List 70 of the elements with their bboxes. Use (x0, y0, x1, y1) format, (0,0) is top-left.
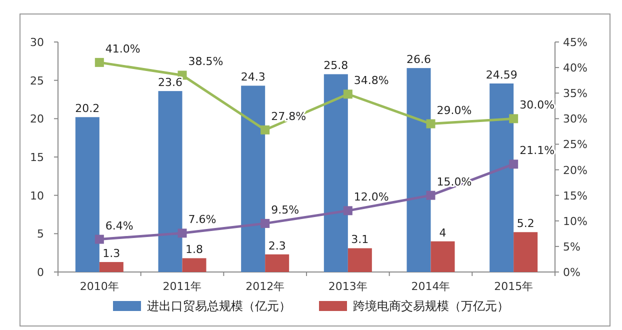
y2-tick-label: 15% (563, 189, 588, 202)
bar (182, 258, 206, 272)
bar (430, 241, 455, 272)
bar (75, 117, 100, 272)
point (343, 206, 352, 216)
bar (241, 86, 266, 272)
x-tick-label: 2015年 (494, 280, 534, 293)
point (509, 114, 518, 124)
y-tick-label: 20 (30, 112, 44, 126)
data-label: 7.6% (188, 213, 216, 226)
bar (265, 254, 290, 272)
data-label: 4 (439, 226, 446, 240)
data-label: 29.0% (436, 104, 472, 117)
data-label: 34.8% (354, 74, 389, 88)
x-tick-label: 2012年 (246, 280, 285, 293)
point (94, 58, 104, 67)
point (343, 90, 352, 99)
y2-tick-label: 25% (563, 138, 588, 152)
point (94, 234, 104, 244)
data-label: 23.6 (158, 76, 182, 90)
data-label: 1.8 (186, 243, 203, 256)
y2-tick-label: 0% (563, 266, 580, 279)
data-label: 2.3 (268, 239, 286, 252)
bar (348, 248, 372, 272)
legend-label: 进出口贸易总规模（亿元） (147, 299, 291, 313)
y2-tick-label: 40% (563, 62, 588, 75)
data-label: 1.3 (102, 247, 120, 260)
y-tick-label: 0 (37, 266, 44, 279)
bar (324, 74, 348, 272)
point (178, 228, 187, 238)
data-label: 12.0% (354, 190, 389, 204)
data-label: 5.2 (516, 217, 534, 230)
data-label: 21.1% (520, 144, 555, 158)
y2-tick-label: 35% (563, 87, 588, 100)
y-tick-label: 25 (30, 74, 44, 88)
data-label: 20.2 (75, 102, 100, 116)
data-label: 25.8 (324, 59, 348, 72)
y2-tick-label: 5% (563, 240, 580, 254)
data-label: 30.0% (520, 98, 555, 112)
point (426, 190, 436, 200)
legend-label: 跨境电商交易规模（万亿元） (353, 299, 509, 313)
y2-tick-label: 30% (563, 112, 588, 126)
point (509, 160, 518, 169)
data-label: 6.4% (105, 219, 134, 232)
y-tick-label: 10 (30, 189, 44, 202)
y2-tick-label: 20% (563, 164, 588, 177)
x-tick-label: 2013年 (328, 280, 368, 293)
point (426, 119, 436, 128)
x-tick-label: 2014年 (411, 280, 450, 293)
point (260, 218, 270, 228)
data-label: 3.1 (351, 233, 369, 246)
y2-tick-label: 10% (563, 214, 588, 228)
bar (514, 232, 538, 272)
data-label: 26.6 (406, 53, 431, 66)
y2-tick-label: 45% (563, 36, 588, 49)
bar (158, 91, 182, 272)
y-tick-label: 30 (30, 36, 44, 49)
data-label: 24.59 (486, 68, 518, 82)
point (260, 125, 270, 134)
data-label: 41.0% (105, 42, 140, 56)
y-tick-label: 15 (30, 151, 44, 164)
bar (99, 262, 124, 272)
x-tick-label: 2010年 (80, 280, 119, 293)
bar (406, 68, 431, 272)
data-label: 24.3 (240, 70, 266, 84)
data-label: 9.5% (271, 203, 300, 216)
x-tick-label: 2011年 (162, 280, 202, 293)
data-label: 38.5% (188, 55, 224, 68)
y-tick-label: 5 (37, 228, 44, 241)
bar (490, 83, 514, 272)
